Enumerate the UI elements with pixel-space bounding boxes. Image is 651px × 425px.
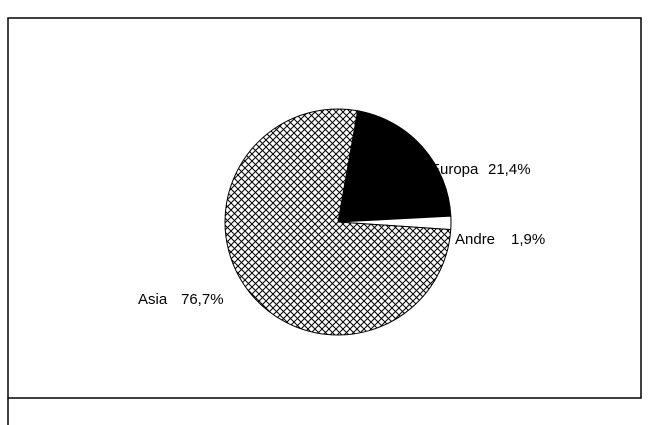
slice-value-label: 76,7% [181,291,224,308]
pie-slice [337,110,452,223]
frame [7,17,642,399]
slice-label: Europa [430,161,479,178]
pie-slice [224,108,452,336]
pie [224,108,452,336]
slice-label: Andre [455,231,495,248]
slice-label: Asia [138,291,168,308]
slice-value-label: 1,9% [511,231,545,248]
slice-value-label: 21,4% [488,161,531,178]
